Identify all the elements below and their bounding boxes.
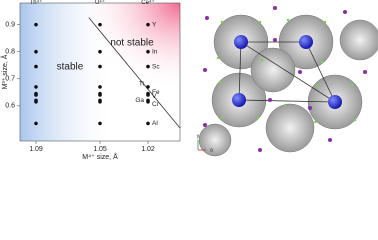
x-tick-label: 1.05	[93, 146, 107, 153]
axis-letter: y	[197, 133, 200, 139]
y-tick-label: 0.6	[5, 103, 15, 110]
data-point	[146, 121, 150, 126]
data-point	[34, 93, 38, 97]
top-label: U⁴⁺	[95, 0, 105, 6]
data-point	[98, 22, 102, 27]
point-label: Ga	[135, 97, 144, 104]
point-label: Fe	[152, 89, 160, 96]
region-label: stable	[57, 62, 84, 73]
point-label: Sc	[152, 63, 160, 70]
chart: 1.09 Th⁴⁺ 1.05 U⁴⁺ 1.02 Ce⁴⁺ 0.6 0.7 0.8 0.9 M⁴⁺ s…	[0, 0, 181, 160]
figure: 1.09 Th⁴⁺ 1.05 U⁴⁺ 1.02 Ce⁴⁺ 0.6 0.7 0.8 0.9 M⁴⁺ s…	[0, 0, 378, 160]
x-axis-label: M⁴⁺ size, Å	[82, 152, 118, 160]
crystal-structure: y a	[190, 0, 378, 160]
data-point	[34, 49, 38, 54]
data-point	[98, 64, 102, 69]
data-point	[98, 93, 102, 97]
point-label: Y	[152, 21, 157, 28]
data-point	[146, 22, 150, 27]
data-point	[146, 49, 150, 54]
data-point	[146, 93, 150, 97]
point-label: V	[152, 93, 157, 100]
data-point	[98, 121, 102, 126]
region-label: not stable	[110, 38, 154, 49]
data-point	[98, 49, 102, 54]
y-tick-label: 0.8	[5, 49, 15, 56]
point-label: Cr	[152, 101, 160, 108]
y-tick-label: 0.9	[5, 21, 15, 28]
data-point	[34, 22, 38, 27]
point-label: Al	[152, 120, 158, 127]
data-point	[98, 99, 102, 104]
data-point	[34, 99, 38, 104]
point-label: Ti	[139, 81, 144, 88]
point-label: In	[152, 48, 158, 55]
data-point	[34, 121, 38, 126]
axis-letter: a	[210, 147, 213, 153]
x-tick-label: 1.09	[29, 146, 43, 153]
data-point	[146, 85, 150, 89]
data-point	[34, 64, 38, 69]
data-point	[146, 99, 150, 104]
y-tick-label: 0.7	[5, 76, 15, 83]
top-label: Ce⁴⁺	[141, 0, 154, 6]
data-point	[146, 64, 150, 69]
data-point	[98, 85, 102, 89]
data-point	[34, 85, 38, 89]
boundary-line	[88, 17, 181, 129]
top-label: Th⁴⁺	[30, 0, 43, 6]
y-axis-label: M³⁺ size, Å	[0, 54, 9, 89]
x-tick-label: 1.02	[141, 146, 155, 153]
